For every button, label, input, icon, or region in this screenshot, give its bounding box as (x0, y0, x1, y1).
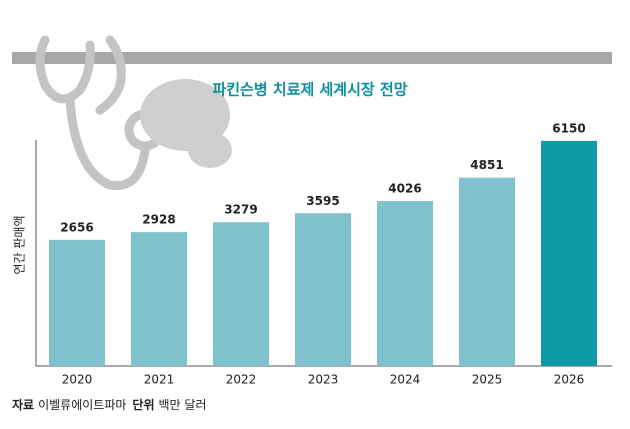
y-axis-label: 연간 판매액 (13, 215, 27, 274)
bar (459, 177, 515, 366)
value-label: 4026 (388, 182, 421, 196)
header-band (12, 52, 612, 64)
value-label: 3279 (224, 203, 257, 217)
note-text: 백만 달러 (159, 398, 207, 412)
bar (49, 239, 105, 366)
x-tick-label: 2026 (554, 373, 585, 387)
x-tick-label: 2025 (472, 373, 503, 387)
source-note: 자료 이벨류에이트파마 단위 백만 달러 (12, 397, 207, 412)
x-tick-label: 2022 (226, 373, 257, 387)
value-label: 2656 (60, 220, 93, 234)
value-label: 4851 (470, 158, 503, 172)
x-tick-label: 2023 (308, 373, 339, 387)
value-label: 2928 (142, 213, 175, 227)
x-tick-label: 2020 (62, 373, 93, 387)
value-label: 6150 (552, 121, 585, 135)
note-text: 이벨류에이트파마 (38, 398, 126, 412)
x-tick-label: 2024 (390, 373, 421, 387)
decoration-brain (140, 79, 232, 168)
value-label: 3595 (306, 194, 339, 208)
note-label: 자료 (12, 397, 34, 412)
chart-title: 파킨슨병 치료제 세계시장 전망 (212, 81, 407, 99)
bar (377, 201, 433, 366)
x-tick-label: 2021 (144, 373, 175, 387)
note-label: 단위 (132, 397, 154, 412)
bar (541, 140, 597, 366)
bar (295, 213, 351, 366)
bar (213, 222, 269, 366)
bar (131, 232, 187, 366)
